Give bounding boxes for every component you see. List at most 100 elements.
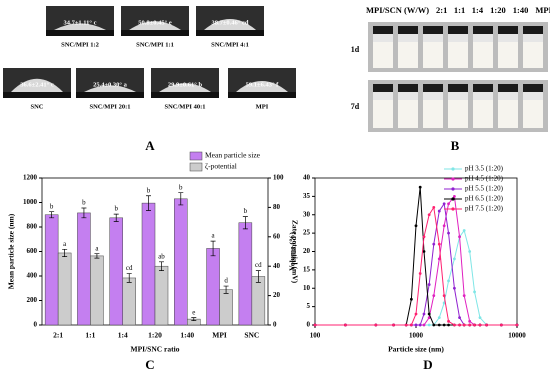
angle-value: 36.6±2.41° c	[20, 81, 54, 88]
droplet	[159, 83, 211, 92]
vial-liquid	[448, 100, 468, 128]
point	[458, 235, 461, 239]
point	[453, 194, 456, 198]
panel-label: C	[145, 357, 154, 372]
point	[432, 323, 436, 327]
bar	[154, 265, 169, 326]
vial-cap	[423, 84, 443, 92]
row-label: 7d	[351, 102, 360, 111]
vial-liquid	[498, 100, 518, 128]
legend-marker	[451, 187, 455, 191]
point	[374, 323, 378, 327]
panel-label: B	[451, 138, 460, 153]
vial-liquid	[473, 42, 493, 68]
angle-value: 34.7±1.11° c	[63, 19, 96, 26]
point	[432, 242, 436, 246]
point	[499, 323, 503, 327]
bar	[90, 255, 104, 326]
y-tick-label: 40	[303, 174, 311, 182]
x-tick-label: 1:20	[148, 331, 162, 340]
error-bar	[146, 195, 151, 211]
bar	[251, 276, 266, 326]
legend-marker	[451, 197, 455, 201]
angle-value: 25.4±0.30° a	[93, 81, 128, 88]
vial-liquid	[523, 100, 543, 128]
point	[442, 202, 446, 206]
sample-label: SNC/MPI 4:1	[211, 41, 249, 48]
point	[462, 294, 466, 297]
x-tick-label: SNC	[244, 331, 259, 340]
point	[453, 323, 456, 327]
error-bar	[159, 261, 164, 271]
x-tick-label: 1000	[409, 332, 424, 340]
bar	[219, 289, 233, 326]
vial-liquid	[373, 100, 393, 128]
y-tick-label: 20	[303, 247, 311, 255]
droplet	[84, 85, 136, 92]
header-title: MPI/SCN (W/W)	[366, 5, 429, 15]
vial-liquid	[373, 42, 393, 68]
angle-value: 38.7±0.46° cd	[211, 19, 248, 26]
point	[437, 209, 441, 213]
legend-swatch	[189, 151, 203, 161]
vial-liquid	[398, 42, 418, 68]
legend-label: pH 3.5 (1:20)	[465, 165, 504, 173]
vial-cap	[523, 84, 543, 92]
angle-value: 29.9±0.61° b	[168, 81, 203, 88]
legend-marker	[451, 167, 455, 171]
vial-cap	[423, 26, 443, 34]
y2-tick-label: 20	[273, 291, 281, 299]
error-bar	[81, 207, 87, 219]
y-tick-label: 800	[27, 223, 38, 231]
significance-letter: b	[179, 183, 183, 191]
x-tick-label: 1:4	[118, 331, 128, 340]
point	[458, 323, 461, 327]
significance-letter: cd	[126, 264, 133, 272]
legend-label: pH 6.5 (1:20)	[465, 195, 504, 203]
legend-label: ζ-potential	[205, 162, 237, 171]
y2-tick-label: 80	[273, 203, 281, 211]
point	[427, 213, 431, 217]
significance-letter: cd	[255, 261, 262, 269]
error-bar	[210, 240, 216, 257]
point	[418, 185, 422, 189]
vial-liquid	[423, 100, 443, 128]
point	[427, 323, 431, 327]
point	[515, 323, 519, 327]
point	[447, 323, 450, 327]
y2-tick-label: 40	[273, 262, 281, 270]
point	[409, 323, 413, 327]
bar	[174, 198, 188, 326]
y-axis-label: Mean particle size (nm)	[7, 213, 16, 289]
point	[468, 319, 472, 323]
vial-cap	[473, 26, 493, 34]
x-tick-label: 1:1	[85, 331, 95, 340]
point	[437, 242, 441, 246]
point	[414, 224, 418, 228]
x-tick-label: 10000	[508, 332, 526, 340]
error-bar	[255, 270, 261, 283]
bar	[57, 252, 72, 326]
bar	[122, 277, 136, 326]
point	[422, 235, 426, 239]
error-bar	[191, 317, 197, 321]
vial-cap	[473, 84, 493, 92]
column-label: 1:20	[490, 5, 506, 15]
point	[418, 272, 422, 275]
point	[485, 323, 488, 327]
point	[432, 294, 436, 297]
significance-letter: b	[82, 199, 86, 207]
bar	[109, 217, 123, 326]
legend-swatch	[189, 162, 203, 172]
point	[427, 316, 431, 320]
y2-tick-label: 60	[273, 232, 281, 240]
point	[468, 323, 472, 327]
point	[409, 297, 413, 301]
vial-cap	[398, 84, 418, 92]
point	[462, 323, 466, 327]
x-tick-label: MPI	[212, 331, 227, 340]
legend-label: pH 7.5 (1:20)	[465, 205, 504, 213]
bar	[206, 248, 220, 326]
sample-label: MPI	[256, 103, 269, 110]
bar	[77, 212, 91, 326]
